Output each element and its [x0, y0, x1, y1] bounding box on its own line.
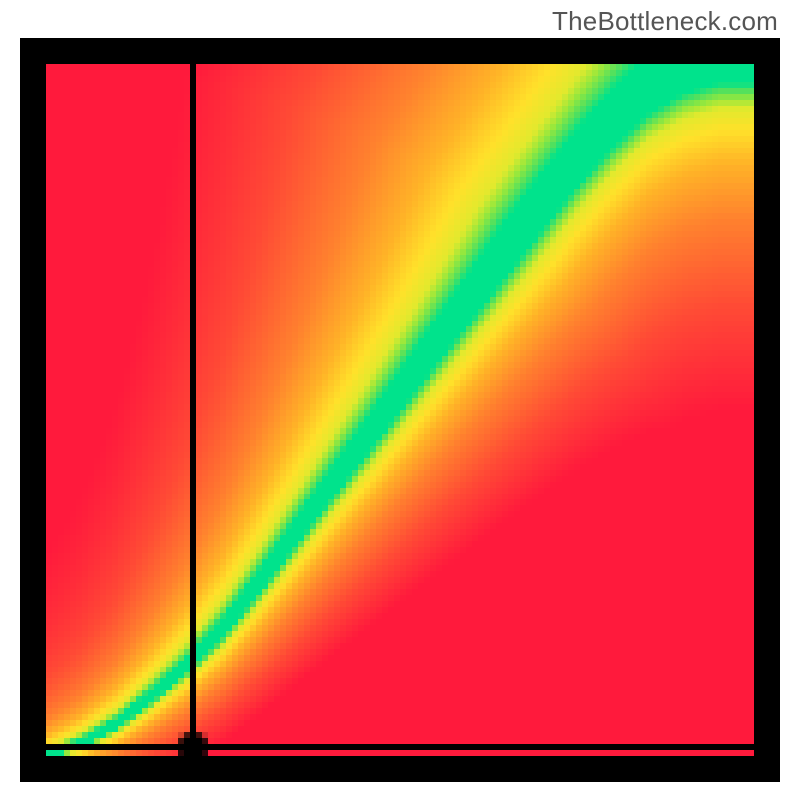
watermark-text: TheBottleneck.com [552, 6, 778, 37]
bottleneck-heatmap [46, 64, 754, 756]
chart-container: TheBottleneck.com [0, 0, 800, 800]
